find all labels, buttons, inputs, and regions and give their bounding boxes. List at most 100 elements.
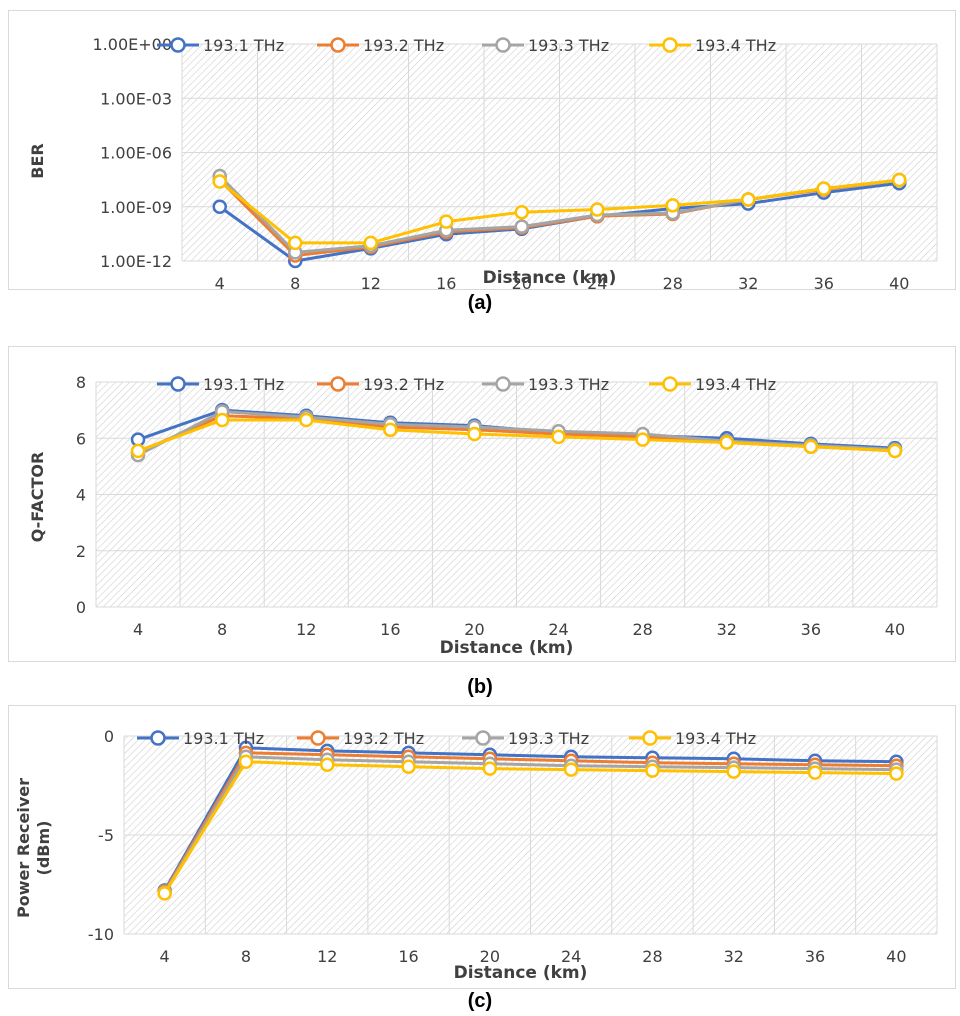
legend-label: 193.2 THz [343,729,424,748]
data-point [719,435,734,450]
legend-label: 193.3 THz [528,36,609,55]
ber-chart: 1.00E-12 1.00E-09 1.00E-06 1.00E-03 1.00E+00… [28,35,938,289]
x-tick-label: 36 [801,620,821,639]
legend-marker [495,37,511,53]
x-tick-label: 4 [215,274,225,289]
legend-label: 193.1 THz [183,729,264,748]
x-tick-label: 32 [738,274,758,289]
series-line [218,178,900,245]
data-point [590,202,605,217]
y-tick-label: -5 [98,826,114,845]
legend-label: 193.3 THz [528,375,609,394]
x-tick-label: 8 [290,274,300,289]
legend-marker [475,730,491,746]
legend-label: 193.1 THz [203,375,284,394]
legend-label: 193.4 THz [695,36,776,55]
x-tick-label: 4 [160,947,170,966]
data-point [514,219,529,234]
data-point [482,761,498,776]
x-tick-label: 16 [380,620,400,639]
data-point [635,432,650,447]
y-tick-label: 8 [76,373,86,392]
x-axis-title: Distance (km) [454,963,588,983]
data-point [212,199,227,214]
data-point [212,174,227,189]
x-tick-label: 12 [296,620,316,639]
x-tick-label: 24 [548,620,568,639]
legend-marker [170,37,186,53]
data-point [726,764,741,779]
x-tick-label: 24 [587,274,607,289]
series-line [163,746,897,892]
legend-label: 193.4 THz [675,729,756,748]
series-line [163,755,897,894]
data-point [665,198,680,213]
y-tick-label: 0 [76,598,86,617]
x-tick-label: 8 [217,620,227,639]
legend-marker [330,376,346,392]
chart-panel-b: 0 2 4 6 8 4 8 12 16 20 24 28 32 36 40 193.1 THz 193.2 TH… [8,346,956,662]
data-point [383,422,398,438]
y-tick-label: 1.00E-12 [100,252,172,271]
legend-label: 193.2 THz [363,36,444,55]
x-tick-label: 12 [361,274,381,289]
data-point [363,235,378,251]
legend-marker [642,730,658,746]
x-tick-label: 20 [512,274,532,289]
caption-c: (c) [467,990,493,1012]
legend-marker [495,376,511,392]
data-point [816,181,831,196]
x-tick-label: 12 [317,947,337,966]
x-tick-label: 20 [480,947,500,966]
chart-panel-a: 1.00E-12 1.00E-09 1.00E-06 1.00E-03 1.00E+00… [8,10,956,290]
x-tick-label: 32 [724,947,744,966]
x-tick-label: 20 [464,620,484,639]
x-tick-label: 36 [805,947,825,966]
x-tick-label: 28 [642,947,662,966]
legend-label: 193.1 THz [203,36,284,55]
data-point [514,204,529,220]
data-point [288,235,303,251]
series-line [137,418,896,453]
x-tick-label: 40 [886,947,906,966]
x-tick-label: 28 [632,620,652,639]
x-tick-label: 16 [398,947,418,966]
x-tick-label: 8 [241,947,251,966]
data-point [401,759,416,774]
x-tick-label: 32 [717,620,737,639]
data-point [299,412,314,428]
y-axis-title: Q-FACTOR [28,452,47,543]
series-line [163,751,897,893]
data-point [892,172,907,188]
legend-label: 193.3 THz [508,729,589,748]
data-point [214,412,230,428]
data-point [889,766,904,781]
y-tick-label: 6 [76,429,86,448]
data-point [467,426,482,442]
x-tick-label: 4 [133,620,143,639]
data-point [238,754,254,769]
legend-marker [150,730,166,746]
x-axis-title: Distance (km) [483,268,617,288]
caption-b: (b) [467,676,493,698]
data-point [807,765,823,780]
x-tick-label: 40 [889,274,909,289]
y-tick-label: -10 [88,925,114,944]
legend-marker [170,376,186,392]
x-tick-label: 36 [814,274,834,289]
power-receiver-chart: -10 -5 0 4 8 12 16 20 24 28 32 36 40 193.1 THz 193.2 T… [14,727,938,983]
data-point [439,214,454,229]
data-point [320,757,335,772]
chart-panel-c: -10 -5 0 4 8 12 16 20 24 28 32 36 40 193.1 THz 193.2 T… [8,705,956,989]
legend-label: 193.2 THz [363,375,444,394]
x-tick-label: 40 [885,620,905,639]
x-tick-label: 28 [663,274,683,289]
data-point [887,443,903,459]
y-tick-label: 1.00E-09 [100,198,172,217]
series-line [163,760,897,895]
data-point [645,763,660,778]
data-point [551,429,566,445]
y-tick-label: 1.00E-06 [100,144,172,163]
x-axis-title: Distance (km) [440,638,574,658]
